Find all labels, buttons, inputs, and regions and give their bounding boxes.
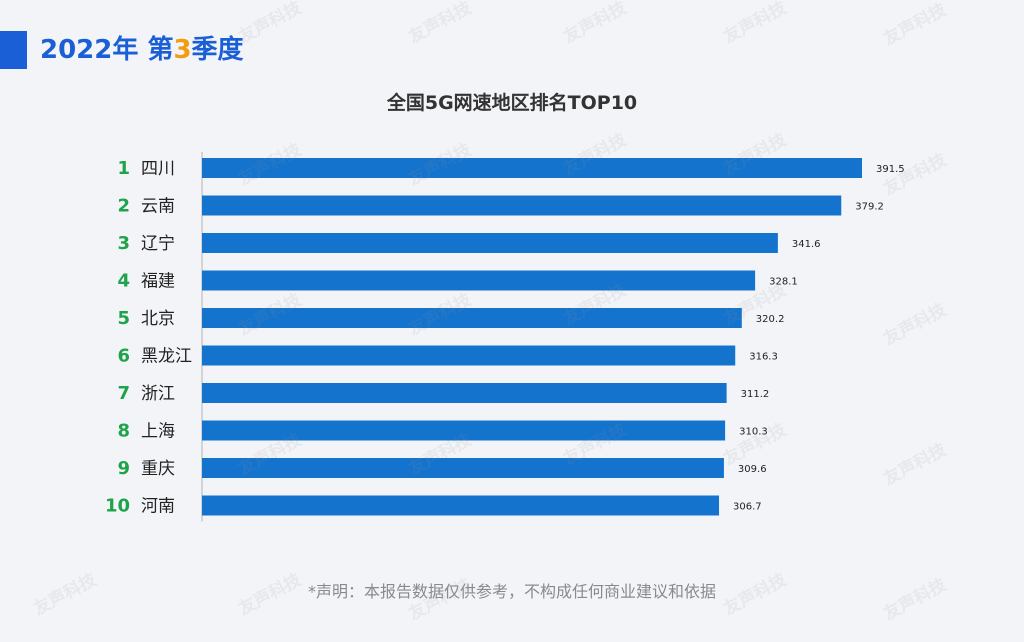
bar-2 [202, 195, 842, 216]
bar-9 [202, 458, 724, 478]
chart-title: 全国5G网速地区排名TOP10 [386, 92, 638, 114]
bar-7 [202, 383, 727, 403]
rank-label: 1 [117, 158, 130, 179]
rank-label: 10 [105, 496, 130, 517]
rank-label: 2 [117, 196, 130, 217]
header-quarter-number: 3 [173, 35, 192, 65]
category-label: 重庆 [141, 459, 175, 479]
rank-label: 7 [117, 383, 130, 404]
bar-1 [202, 158, 862, 178]
value-label: 311.2 [741, 389, 770, 400]
value-label: 379.2 [855, 202, 884, 213]
value-label: 341.6 [792, 239, 821, 250]
bar-3 [202, 233, 778, 253]
rank-label: 3 [117, 233, 130, 254]
rank-label: 8 [117, 421, 130, 442]
value-label: 328.1 [769, 277, 798, 288]
bar-6 [202, 345, 736, 366]
value-label: 320.2 [756, 314, 785, 325]
rank-label: 6 [117, 346, 130, 367]
rank-label: 5 [117, 308, 130, 329]
bar-10 [202, 495, 720, 516]
value-label: 310.3 [739, 427, 768, 438]
bar-4 [202, 270, 756, 291]
category-label: 河南 [141, 497, 175, 517]
category-label: 上海 [141, 422, 175, 442]
disclaimer: *声明：本报告数据仅供参考，不构成任何商业建议和依据 [307, 582, 716, 601]
header-accent-bar [0, 31, 27, 69]
category-label: 云南 [141, 197, 175, 217]
value-label: 309.6 [738, 464, 767, 475]
value-label: 316.3 [749, 352, 778, 363]
category-label: 浙江 [141, 384, 175, 404]
value-label: 391.5 [876, 164, 905, 175]
header-quarter-suffix: 季度 [191, 35, 244, 65]
category-label: 福建 [141, 272, 175, 292]
bar-5 [202, 308, 742, 328]
rank-label: 4 [117, 271, 130, 292]
category-label: 四川 [141, 159, 175, 179]
page-header: 2022年 第3季度 [40, 30, 244, 70]
header-year: 2022年 [40, 35, 139, 65]
bar-8 [202, 420, 726, 441]
value-label: 306.7 [733, 502, 762, 513]
category-label: 北京 [141, 309, 175, 329]
rank-label: 9 [117, 458, 130, 479]
header-quarter-prefix: 第 [147, 35, 174, 65]
category-label: 黑龙江 [141, 347, 192, 367]
category-label: 辽宁 [141, 234, 175, 254]
